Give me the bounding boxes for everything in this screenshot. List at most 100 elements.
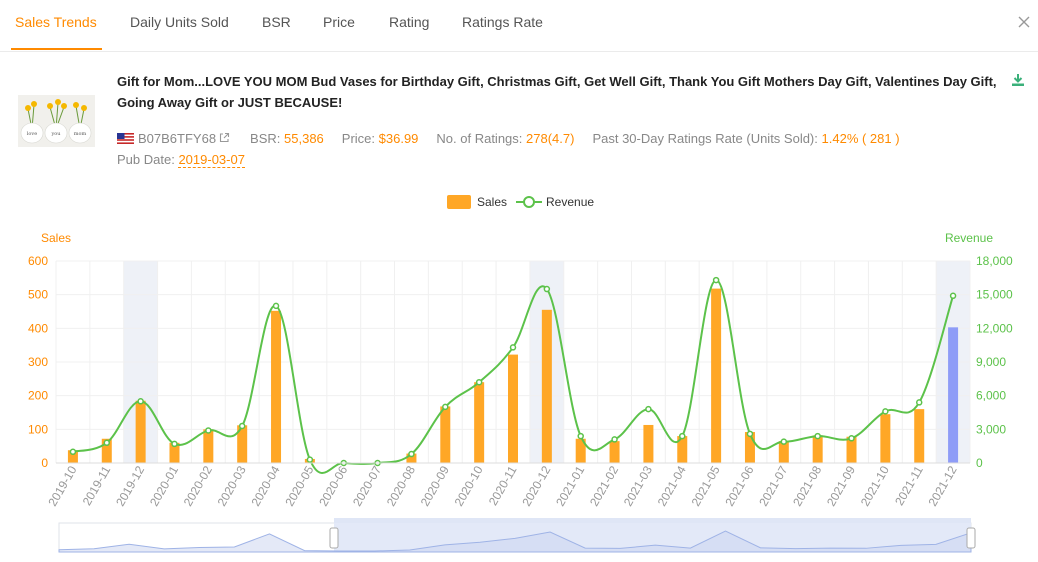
bar-sales-2021-04	[677, 436, 688, 463]
revenue-point-2020-05	[306, 456, 314, 463]
legend-sales-swatch	[447, 195, 471, 209]
asin: B07B6TFY68	[138, 131, 217, 146]
tab-bsr[interactable]: BSR	[262, 14, 291, 30]
x-tick-label: 2021-02	[587, 463, 621, 508]
pub-date-row: Pub Date: 2019-03-07	[117, 152, 245, 168]
revenue-point-2020-09	[442, 403, 449, 411]
x-tick-label: 2021-01	[553, 463, 587, 508]
bar-sales-2021-02	[609, 441, 620, 463]
tab-sales-trends[interactable]: Sales Trends	[15, 14, 97, 30]
tab-bar: Sales Trends Daily Units Sold BSR Price …	[0, 0, 1038, 52]
revenue-point-2020-08	[408, 450, 415, 458]
y-tick-left: 0	[41, 456, 48, 470]
bar-sales-2020-10	[474, 382, 485, 463]
legend-revenue-label: Revenue	[546, 195, 594, 209]
bar-sales-2019-12	[135, 400, 146, 463]
y-tick-right: 0	[976, 456, 983, 470]
revenue-point-2021-02	[611, 436, 618, 443]
bar-sales-2021-11	[914, 409, 925, 463]
revenue-point-2021-08	[814, 432, 821, 440]
ratings-rate-label: Past 30-Day Ratings Rate (Units Sold):	[592, 131, 818, 146]
tab-rating[interactable]: Rating	[389, 14, 430, 30]
close-icon[interactable]	[1016, 14, 1032, 30]
y-tick-left: 400	[28, 321, 48, 335]
revenue-point-2021-06	[746, 430, 754, 438]
product-title: Gift for Mom...LOVE YOU MOM Bud Vases fo…	[117, 74, 997, 110]
bar-sales-2021-08	[812, 435, 823, 463]
x-tick-label: 2020-07	[350, 463, 384, 508]
legend-revenue-marker	[523, 196, 535, 208]
revenue-point-2021-07	[780, 438, 788, 445]
x-tick-label: 2020-10	[452, 463, 486, 508]
y-tick-left: 200	[28, 389, 48, 403]
pub-date-value[interactable]: 2019-03-07	[178, 152, 245, 168]
y-tick-left: 500	[28, 288, 48, 302]
us-flag-icon	[117, 133, 134, 144]
download-icon[interactable]	[1011, 73, 1025, 87]
x-tick-label: 2019-11	[80, 463, 114, 508]
y-axis-title-left: Sales	[41, 231, 71, 245]
revenue-point-2019-11	[103, 439, 111, 447]
bsr-label: BSR:	[250, 131, 281, 146]
x-tick-label: 2021-10	[858, 463, 892, 508]
zoom-handle-left[interactable]	[329, 527, 339, 549]
ratings-label: No. of Ratings:	[436, 131, 523, 146]
y-tick-right: 6,000	[976, 389, 1006, 403]
thumb-word-1: love	[27, 131, 37, 137]
revenue-point-2020-03	[238, 422, 246, 430]
zoom-handle-right[interactable]	[966, 527, 976, 549]
revenue-point-2021-04	[679, 432, 686, 440]
bar-sales-2020-11	[508, 354, 518, 463]
external-link-icon[interactable]	[219, 132, 230, 143]
x-tick-label: 2020-12	[519, 463, 553, 508]
y-tick-right: 15,000	[976, 288, 1013, 302]
active-tab-indicator	[11, 48, 102, 50]
y-tick-left: 600	[28, 254, 48, 268]
thumb-word-2: you	[50, 131, 61, 137]
revenue-point-2021-05	[712, 276, 720, 284]
x-tick-label: 2021-11	[892, 463, 926, 508]
bar-sales-2021-07	[778, 441, 789, 463]
y-tick-right: 12,000	[976, 321, 1013, 335]
zoom-preview-area	[58, 530, 972, 553]
revenue-point-2020-01	[171, 440, 178, 448]
product-image: love you mom	[18, 95, 95, 147]
price-label: Price:	[341, 131, 376, 146]
zoom-top-bar	[334, 518, 971, 523]
tab-daily-units-sold[interactable]: Daily Units Sold	[130, 14, 229, 30]
legend-sales-label: Sales	[477, 195, 507, 209]
tab-price[interactable]: Price	[323, 14, 355, 30]
y-tick-right: 3,000	[976, 422, 1006, 436]
y-tick-left: 100	[28, 422, 48, 436]
bar-sales-2020-02	[203, 429, 214, 463]
bar-sales-2020-12	[541, 309, 552, 463]
y-tick-right: 18,000	[976, 254, 1013, 268]
x-tick-label: 2021-04	[655, 463, 689, 508]
bar-sales-2021-06	[744, 432, 755, 463]
bar-sales-2020-08	[406, 453, 417, 463]
bar-sales-2021-03	[643, 424, 654, 463]
revenue-point-2020-04	[272, 302, 280, 310]
x-tick-label: 2020-08	[384, 463, 418, 508]
bar-sales-2021-12	[948, 327, 959, 463]
x-tick-label: 2019-10	[45, 463, 79, 508]
bar-sales-2021-01	[575, 438, 586, 463]
revenue-point-2021-09	[848, 435, 855, 442]
bar-sales-2020-01	[169, 442, 180, 463]
x-tick-label: 2021-07	[756, 463, 790, 508]
data-zoom-slider	[58, 518, 976, 553]
bar-sales-2020-09	[440, 406, 451, 463]
revenue-point-2019-12	[137, 398, 144, 405]
bar-sales-2021-10	[880, 414, 891, 463]
y-tick-left: 300	[28, 355, 48, 369]
ratings-value: 278(4.7)	[526, 131, 575, 146]
sales-revenue-chart: 0 0 100 3,000 200 6,000 300 9,000 400 12,000 500 15…	[28, 195, 1013, 553]
x-tick-label: 2021-09	[824, 463, 858, 508]
price-value: $36.99	[378, 131, 419, 146]
x-tick-label: 2021-06	[722, 463, 756, 508]
tab-ratings-rate[interactable]: Ratings Rate	[462, 14, 543, 30]
revenue-point-2021-01	[577, 432, 584, 440]
x-tick-label: 2020-05	[282, 463, 316, 508]
revenue-point-2021-11	[915, 399, 923, 406]
thumb-word-3: mom	[74, 131, 87, 137]
